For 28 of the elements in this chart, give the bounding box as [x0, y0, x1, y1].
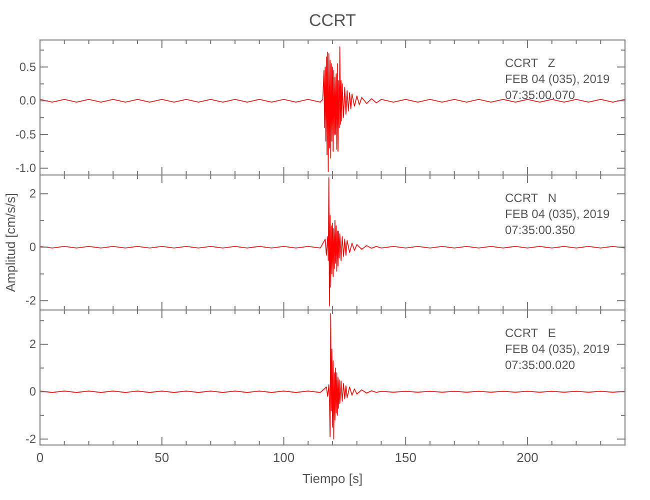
y-tick-label: 0 — [29, 240, 36, 254]
annotation: FEB 04 (035), 2019 — [505, 342, 610, 356]
chart-title: CCRT — [309, 11, 356, 30]
y-tick-label: -2 — [25, 432, 36, 446]
x-tick-label: 100 — [272, 450, 295, 466]
x-tick-label: 200 — [516, 450, 538, 466]
y-tick-label: -0.5 — [15, 127, 36, 142]
y-axis-title: Amplitud [cm/s/s] — [3, 193, 18, 292]
x-tick-label: 150 — [394, 450, 416, 466]
y-tick-label: 2 — [29, 186, 36, 201]
y-tick-label: 0.5 — [19, 60, 36, 74]
annotation: FEB 04 (035), 2019 — [505, 207, 610, 221]
annotation: 07:35:00.350 — [505, 223, 576, 237]
y-tick-label: 0 — [29, 384, 36, 399]
annotation: 07:35:00.020 — [505, 358, 576, 372]
x-tick-label: 50 — [154, 450, 170, 466]
annotation: CCRT Z — [505, 56, 556, 70]
annotation: CCRT N — [505, 191, 557, 205]
y-tick-label: 2 — [29, 337, 36, 352]
y-tick-label: 0.0 — [19, 94, 36, 108]
y-tick-label: -2 — [25, 293, 36, 308]
annotation: FEB 04 (035), 2019 — [505, 72, 610, 86]
x-axis-title: Tiempo [s] — [302, 471, 363, 486]
line-series — [40, 177, 626, 306]
annotation: 07:35:00.070 — [505, 88, 576, 102]
y-tick-label: -1.0 — [15, 161, 36, 176]
line-series — [40, 46, 626, 172]
annotation: CCRT E — [505, 326, 556, 340]
